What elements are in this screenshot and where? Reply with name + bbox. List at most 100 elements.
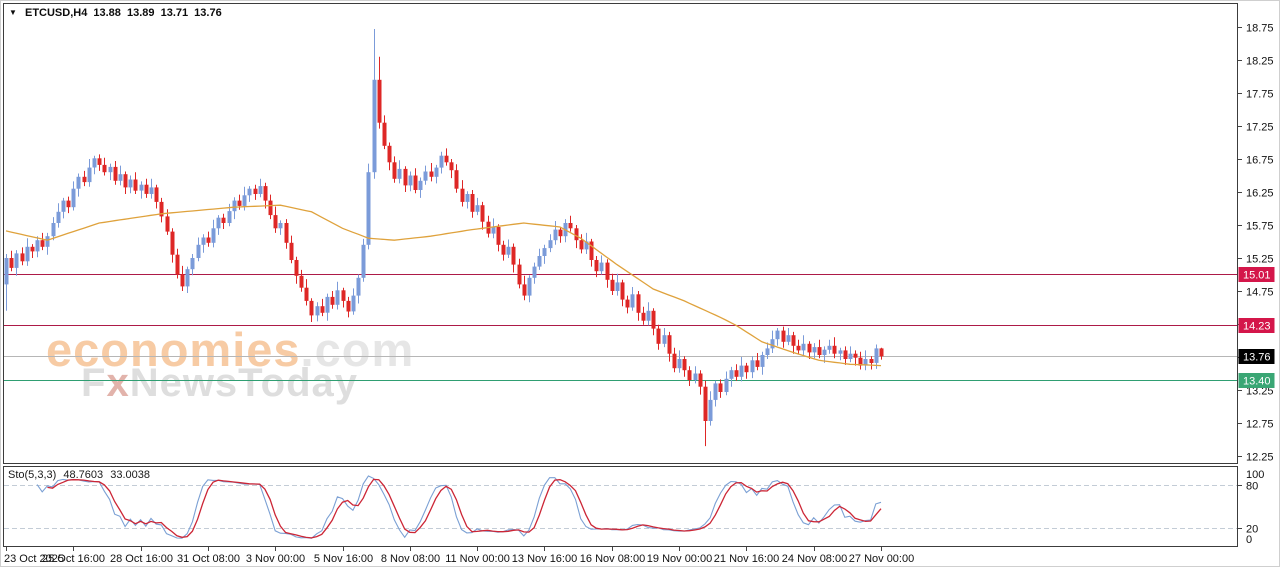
candle [341,287,346,308]
candle [651,308,656,336]
candle-body [429,171,434,177]
candle [858,351,863,370]
candle [133,172,138,194]
candle-body [165,216,170,232]
candle-body [346,300,351,312]
moving-average-line [5,204,882,367]
candle [470,190,475,218]
time-tick-label: 5 Nov 16:00 [314,553,373,565]
candle [190,254,195,276]
candle-body [838,350,843,354]
candle [491,218,496,239]
candle-body [82,176,87,183]
candle-body [449,162,454,171]
candle [66,196,71,214]
candle [413,168,418,194]
price-tick-label: 13.25 [1246,386,1274,398]
levels-layer [4,274,1237,381]
candle-body [159,201,164,217]
time-tick-label: 11 Nov 00:00 [445,553,510,565]
candle [770,330,775,353]
candle-body [843,350,848,359]
candle [377,56,382,129]
candle [273,206,278,233]
candle-body [708,399,713,421]
candle [667,331,672,362]
candle [480,201,485,230]
candle-body [294,260,299,276]
candle [149,178,154,199]
candle [320,298,325,317]
candle-body [786,335,791,342]
candle [423,165,428,185]
candle-body [9,258,14,268]
candle-body [320,306,325,313]
candle [175,248,180,279]
time-tick-label: 28 Oct 16:00 [110,553,173,565]
candle-body [40,240,45,247]
price-label-box-15.01 [1238,267,1275,282]
candle-body [258,186,263,194]
price-label-boxes: 15.01 14.23 13.40 13.76 [1238,267,1275,388]
candle [108,163,113,181]
time-tick-label: 31 Oct 08:00 [177,553,240,565]
candle-body [807,343,812,353]
candle [698,370,703,395]
candle [258,178,263,198]
candle-body [30,246,35,252]
candle [807,341,812,359]
candle-body [641,312,646,321]
candle-body [408,175,413,186]
candle [558,227,563,243]
candle-body [537,256,542,267]
candle [869,356,874,370]
candle-body [139,184,144,191]
candle-body [760,355,765,367]
candle-body [755,360,760,367]
candle-body [102,164,107,173]
main-plot-frame [3,3,1238,464]
candle [444,148,449,166]
candle-body [237,200,242,206]
candle [496,224,501,252]
candle [511,243,516,273]
candle [366,163,371,250]
candle [801,335,806,355]
candle [61,197,66,219]
candle-body [801,343,806,351]
candle-body [662,335,667,344]
symbol-dropdown-icon[interactable]: ▼ [9,8,17,17]
candle [45,232,50,255]
candle [196,237,201,262]
candle-body [646,310,651,321]
candle [139,181,144,199]
candle-body [874,348,879,363]
candle-body [863,359,868,366]
candle [211,219,216,248]
candle [822,346,827,363]
candle-body [289,242,294,260]
candle-body [796,345,801,351]
candle-body [309,300,314,316]
candle-body [341,290,346,301]
candle [76,173,81,197]
candle-body [781,330,786,342]
candle [527,275,532,303]
candle [51,217,56,241]
candle [646,302,651,326]
candle [517,258,522,289]
candle [786,328,791,346]
candle [14,250,19,276]
symbol-label: ETCUSD,H4 [24,7,88,19]
candle [765,342,770,359]
candle [289,235,294,264]
candle [253,184,258,200]
candle [693,366,698,384]
price-axis[interactable]: 18.75 18.25 17.75 17.25 16.75 16.25 15.75 15.25… [1238,23,1274,464]
candle-body [180,274,185,287]
candle [346,296,351,318]
candle [335,281,340,310]
